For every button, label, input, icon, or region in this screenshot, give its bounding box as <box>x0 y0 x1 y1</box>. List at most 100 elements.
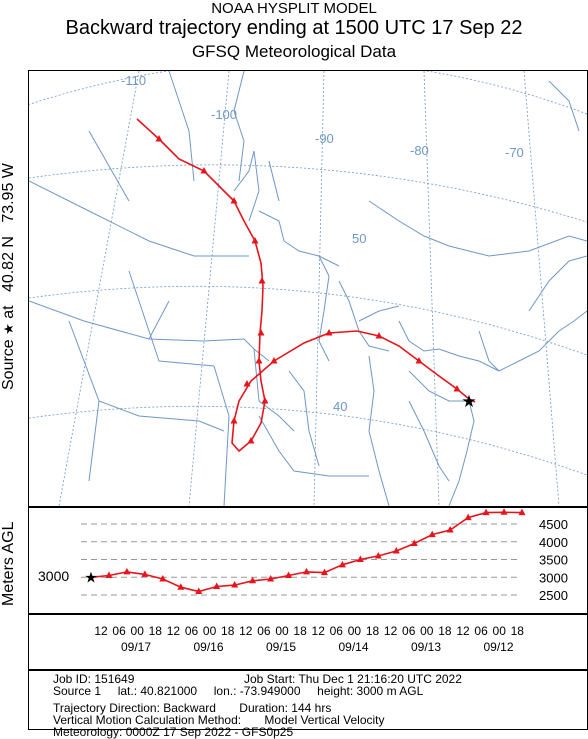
time-axis: 12 06 00 18 12 06 00 18 12 06 00 18 12 06 00 18 12 06 00 18… <box>28 614 588 670</box>
height-marker <box>267 575 275 582</box>
hour-tick-label: 00 <box>203 624 217 638</box>
trajectory-marker <box>415 357 423 364</box>
graticule <box>29 71 587 506</box>
hour-tick-label: 00 <box>420 624 434 638</box>
hour-tick-label: 12 <box>312 624 326 638</box>
lon-label: -90 <box>315 131 334 146</box>
map-svg: -110 -100 -90 -80 -70 50 40 ★ <box>29 71 587 506</box>
height-marker <box>464 513 472 521</box>
height-marker <box>338 560 346 568</box>
date-tick-label: 09/15 <box>266 640 296 654</box>
height-marker <box>177 583 185 590</box>
trajectory-direction: Trajectory Direction: Backward Duration:… <box>53 701 332 715</box>
job-start: Job Start: Thu Dec 1 21:16:20 UTC 2022 <box>244 672 462 686</box>
height-marker <box>392 546 400 554</box>
meteorology-info: Meteorology: 0000Z 17 Sep 2022 - GFS0p25 <box>53 725 294 739</box>
height-tick-labels: 2500 3000 3500 4000 4500 <box>539 517 568 603</box>
hour-tick-label: 06 <box>474 624 488 638</box>
height-markers <box>105 508 526 594</box>
height-marker <box>141 570 149 577</box>
height-marker <box>285 571 293 578</box>
height-marker <box>500 508 508 515</box>
trajectory-marker <box>247 437 255 444</box>
date-tick-label: 09/12 <box>483 640 513 654</box>
trajectory-marker <box>453 385 461 392</box>
date-tick-labels: 09/17 09/16 09/15 09/14 09/13 09/12 <box>121 640 514 654</box>
trajectory-title: Backward trajectory ending at 1500 UTC 1… <box>65 17 523 39</box>
date-tick-label: 09/14 <box>338 640 368 654</box>
height-marker <box>482 508 490 516</box>
height-marker <box>518 508 526 516</box>
height-marker <box>159 575 167 582</box>
lon-label: -80 <box>410 143 429 158</box>
hour-tick-label: 12 <box>94 624 108 638</box>
source-label-coords: at 40.82 N 73.95 W <box>0 163 17 319</box>
hour-tick-label: 18 <box>221 624 235 638</box>
hour-tick-label: 06 <box>185 624 199 638</box>
hour-tick-label: 06 <box>112 624 126 638</box>
vertical-method: Vertical Motion Calculation Method: Mode… <box>53 713 385 727</box>
hour-tick-label: 18 <box>366 624 380 638</box>
trajectory-marker <box>255 357 263 364</box>
time-axis-svg: 12 06 00 18 12 06 00 18 12 06 00 18 12 06 00 18 12 06 00 18… <box>94 624 524 654</box>
hour-tick-label: 00 <box>348 624 362 638</box>
trajectory-marker <box>375 332 383 339</box>
hour-tick-label: 12 <box>239 624 253 638</box>
height-marker <box>231 581 239 588</box>
hour-tick-label: 06 <box>402 624 416 638</box>
hour-tick-label: 12 <box>384 624 398 638</box>
trajectory-path <box>136 118 476 453</box>
hour-tick-label: 18 <box>149 624 163 638</box>
lat-label: 50 <box>352 231 366 246</box>
height-marker <box>410 539 418 547</box>
height-marker <box>374 551 382 559</box>
hour-tick-labels: 12 06 00 18 12 06 00 18 12 06 00 18 12 06 00 18 12 06 00 18… <box>94 624 524 638</box>
trajectory-map: -110 -100 -90 -80 -70 50 40 ★ <box>28 70 588 507</box>
height-marker <box>123 567 131 575</box>
date-tick-label: 09/17 <box>121 640 151 654</box>
hour-tick-label: 06 <box>330 624 344 638</box>
height-profile-svg: 2500 3000 3500 4000 4500 ★ <box>81 508 568 603</box>
lon-label: -70 <box>505 145 524 160</box>
trajectory-marker <box>270 357 278 364</box>
trajectory-marker <box>230 417 238 424</box>
height-tick-label: 4000 <box>539 535 568 550</box>
source-info: Source 1 lat.: 40.821000 lon.: -73.94900… <box>53 684 424 698</box>
trajectory-marker <box>251 237 259 244</box>
height-marker <box>356 555 364 562</box>
coastlines-and-borders <box>29 71 587 506</box>
height-marker <box>320 568 328 576</box>
height-marker <box>303 567 310 575</box>
hour-tick-label: 18 <box>511 624 525 638</box>
trajectory-marker <box>261 397 269 404</box>
trajectory-marker <box>243 380 251 387</box>
height-tick-label: 2500 <box>539 588 568 603</box>
hour-tick-label: 00 <box>493 624 507 638</box>
hour-tick-label: 12 <box>167 624 181 638</box>
job-info-panel: Job ID: 151649 Job Start: Thu Dec 1 21:1… <box>28 670 588 739</box>
height-profile-chart: 2500 3000 3500 4000 4500 ★ <box>28 507 588 614</box>
lat-label: 40 <box>333 399 347 414</box>
trajectory-marker <box>230 197 238 204</box>
height-marker <box>446 526 454 533</box>
trajectory-marker <box>155 135 163 142</box>
hour-tick-label: 00 <box>131 624 145 638</box>
trajectory-marker <box>258 277 266 284</box>
height-tick-label: 3000 <box>539 570 568 585</box>
start-height-label: 3000 <box>38 568 70 584</box>
trajectory-markers <box>155 135 461 444</box>
y-axis-label: Meters AGL <box>0 521 17 606</box>
hour-tick-label: 06 <box>257 624 271 638</box>
hour-tick-label: 00 <box>275 624 289 638</box>
height-tick-label: 3500 <box>539 553 568 568</box>
hour-tick-label: 12 <box>456 624 470 638</box>
hour-tick-label: 18 <box>293 624 307 638</box>
lon-label: -100 <box>211 107 237 122</box>
source-label-prefix: Source <box>0 339 17 390</box>
meteorology-title: GFSQ Meteorological Data <box>191 42 397 61</box>
date-tick-label: 09/16 <box>193 640 223 654</box>
trajectory-marker <box>325 329 333 336</box>
source-star-icon: ★ <box>461 392 476 411</box>
height-marker <box>213 582 221 589</box>
height-marker <box>195 587 203 594</box>
